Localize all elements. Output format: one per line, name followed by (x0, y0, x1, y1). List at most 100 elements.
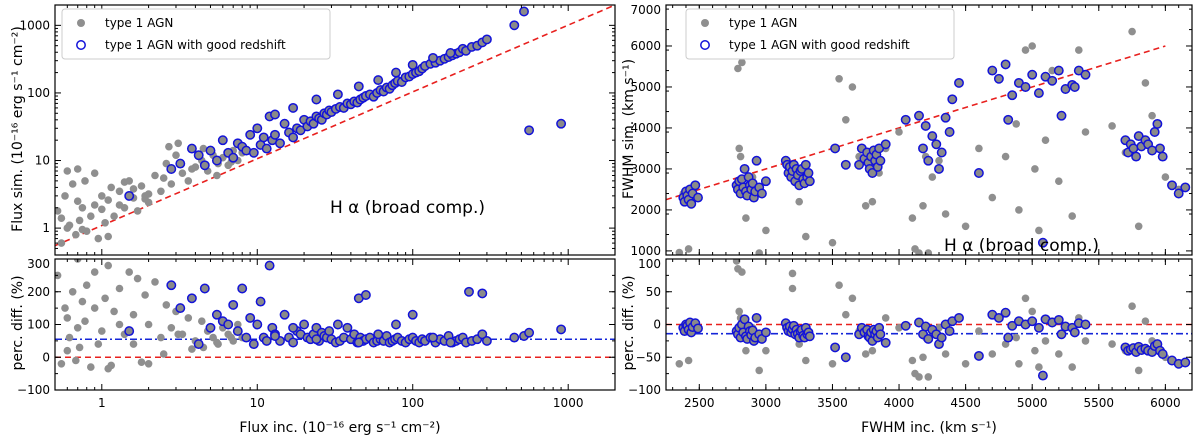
flux-bottom-blue-point (391, 319, 401, 330)
flux-top-blue-point (311, 94, 322, 105)
fwhm-bottom-gray-point (848, 294, 857, 303)
flux-bottom-ytick-label: 100 (27, 318, 50, 332)
flux-annotation: H α (broad comp.) (330, 198, 485, 218)
flux-top-blue-point (353, 81, 364, 92)
flux-bottom-gray-point (82, 281, 91, 290)
fwhm-bottom-gray-point (941, 350, 950, 358)
flux-bottom-blue-point (332, 319, 343, 330)
fwhm-bottom-blue-point (900, 320, 911, 331)
flux-bottom-blue-point (175, 303, 186, 314)
flux-xlabel: Flux inc. (10⁻¹⁶ erg s⁻¹ cm⁻²) (239, 420, 440, 436)
fwhm-top-gray-point (1068, 212, 1076, 220)
fwhm-xtick-label: 5500 (1084, 396, 1115, 410)
fwhm-top-ytick-label: 3000 (630, 162, 661, 176)
fwhm-top-gray-point (908, 214, 917, 222)
flux-bottom-gray-point (78, 297, 87, 306)
flux-top-blue-point (199, 160, 210, 171)
fwhm-xtick-label: 2500 (684, 396, 715, 410)
fwhm-top-gray-point (928, 173, 937, 181)
flux-top-gray-point (75, 216, 84, 225)
fwhm-bottom-gray-point (1035, 363, 1043, 371)
fwhm-top-blue-point (1149, 127, 1160, 137)
flux-bottom-gray-point (184, 314, 193, 322)
flux-bottom-gray-point (63, 314, 72, 322)
flux-bottom-blue-point (481, 335, 492, 346)
fwhm-top-gray-point (1048, 66, 1056, 75)
flux-top-blue-point (288, 102, 299, 113)
fwhm-top-blue-point (1173, 188, 1184, 199)
flux-bottom-gray-point (115, 320, 124, 329)
flux-top-gray-point (63, 224, 72, 232)
fwhm-top-blue-point (936, 147, 947, 158)
flux-bottom-blue-point (428, 332, 438, 343)
flux-top-gray-point (73, 197, 82, 205)
flux-top-blue-point (556, 118, 567, 129)
fwhm-top-blue-point (947, 94, 958, 105)
flux-bottom-gray-point (98, 327, 106, 335)
flux-top-gray-point (98, 205, 106, 214)
flux-bottom-blue-point (288, 337, 299, 348)
fwhm-bottom-ytick-label: 100 (638, 257, 661, 271)
flux-top-blue-point (261, 143, 272, 154)
fwhm-top-gray-point (735, 144, 743, 153)
flux-top-gray-point (172, 151, 180, 159)
flux-top-gray-point (115, 187, 124, 196)
flux-top-blue-point (193, 150, 204, 161)
fwhm-bottom-blue-point (739, 314, 750, 325)
fwhm-bottom-gray-point (1081, 337, 1090, 345)
fwhm-top-blue-point (993, 73, 1004, 84)
flux-bottom-blue-point (124, 326, 135, 337)
fwhm-bottom-gray-point (1141, 317, 1150, 326)
flux-top-blue-point (428, 52, 438, 63)
fwhm-bottom-gray-point (1055, 350, 1063, 358)
fwhm-top-blue-point (1157, 151, 1168, 162)
flux-bottom-blue-point (270, 331, 280, 341)
fwhm-top-blue-point (760, 176, 771, 187)
fwhm-bottom-gray-point (835, 281, 843, 290)
flux-top-ytick-label: 1000 (19, 18, 50, 32)
flux-bottom-blue-point (193, 339, 204, 350)
fwhm-bottom-gray-point (802, 356, 810, 365)
fwhm-top-blue-point (751, 155, 762, 166)
flux-bottom-blue-point (252, 319, 263, 330)
flux-top-gray-point (133, 207, 142, 215)
flux-legend-entry-1: type 1 AGN (105, 16, 173, 30)
fwhm-top-ytick-label: 5000 (630, 80, 661, 94)
fwhm-bottom-gray-point (988, 350, 997, 358)
fwhm-bottom-gray-point (1012, 333, 1020, 342)
flux-top-gray-point (157, 187, 165, 196)
fwhm-top-blue-point (1020, 82, 1031, 92)
flux-bottom-gray-point (167, 324, 176, 332)
fwhm-bottom-gray-point (961, 360, 970, 368)
flux-bottom-gray-point (63, 346, 72, 355)
flux-top-gray-point (57, 239, 66, 247)
flux-top-gray-point (55, 207, 62, 215)
fwhm-bottom-gray-point (1015, 360, 1023, 368)
fwhm-top-blue-point (1180, 182, 1191, 193)
fwhm-top-gray-point (975, 144, 983, 153)
flux-top-ytick-label: 100 (27, 86, 50, 100)
flux-top-panel: 1 10 100 1000 (19, 4, 616, 256)
flux-top-blue-point (205, 145, 216, 156)
fwhm-top-gray-point (1012, 120, 1020, 128)
fwhm-top-ytick-label: 6000 (630, 39, 661, 53)
fwhm-top-blue-point (854, 159, 865, 170)
fwhm-bottom-blue-point (880, 337, 891, 348)
fwhm-top-blue-point (1147, 145, 1158, 156)
fwhm-top-gray-point (1035, 226, 1043, 235)
fwhm-top-gray-point (1108, 122, 1116, 130)
flux-ylabel: Flux sim. (10⁻¹⁶ erg s⁻¹ cm⁻²) (10, 26, 26, 232)
flux-bottom-blue-point (241, 332, 252, 343)
flux-top-gray-point (94, 234, 103, 243)
flux-bottom-gray-point (151, 278, 159, 286)
flux-top-gray-point (73, 165, 82, 173)
flux-top-blue-point (245, 129, 256, 140)
fwhm-top-blue-point (1056, 110, 1067, 121)
fwhm-top-blue-point (1080, 69, 1091, 80)
flux-bottom-blue-point (445, 337, 456, 348)
flux-bottom-blue-point (186, 293, 197, 304)
flux-top-blue-point (217, 135, 228, 146)
fwhm-bottom-blue-point (830, 342, 841, 353)
fwhm-top-gray-point (1041, 136, 1050, 144)
fwhm-top-gray-point (1001, 152, 1010, 161)
